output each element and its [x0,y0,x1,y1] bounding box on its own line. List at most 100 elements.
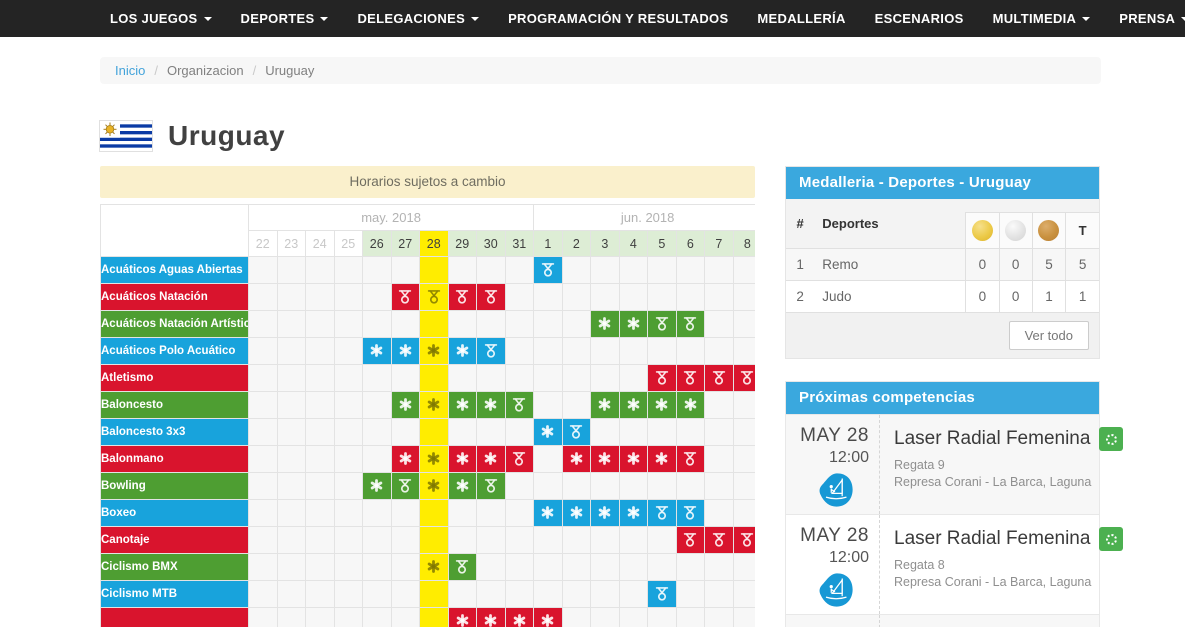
nav-item-medaller-a[interactable]: MEDALLERÍA [757,11,846,26]
event-asterisk-icon[interactable] [504,607,535,627]
medal-icon[interactable] [390,283,420,311]
medal-icon[interactable] [476,283,506,311]
event-asterisk-icon[interactable] [618,310,649,338]
sport-row-label[interactable]: Bowling [100,472,249,500]
upcoming-event-item[interactable]: Laser Radial Femenina [786,614,1099,627]
event-asterisk-icon[interactable] [362,472,392,500]
medal-icon[interactable] [704,526,734,554]
medal-icon[interactable] [647,364,677,392]
calendar-empty-cell [248,445,278,473]
event-asterisk-icon[interactable] [675,391,706,419]
event-asterisk-icon[interactable] [590,445,620,473]
event-asterisk-icon[interactable] [447,445,477,473]
medal-icon[interactable] [476,337,506,365]
event-asterisk-icon[interactable] [476,445,506,473]
upcoming-event-title[interactable]: Laser Radial Femenina [894,528,1091,549]
medal-icon[interactable] [732,364,755,392]
event-asterisk-icon[interactable] [590,391,620,419]
upcoming-event-item[interactable]: MAY 28 12:00 Laser Radial Femenina Regata 9… [786,414,1124,514]
medal-icon[interactable] [704,364,734,392]
medal-icon[interactable] [504,391,535,419]
event-asterisk-icon[interactable] [590,499,620,527]
calendar-day-header: 6 [675,230,706,257]
sport-row-label[interactable]: Acuáticos Aguas Abiertas [100,256,249,284]
event-asterisk-icon[interactable] [618,499,649,527]
event-asterisk-icon[interactable] [533,499,563,527]
medal-icon[interactable] [447,553,477,581]
nav-item-delegaciones[interactable]: DELEGACIONES [357,11,480,26]
event-asterisk-icon[interactable] [618,391,649,419]
calendar-empty-cell [590,256,620,284]
event-asterisk-icon[interactable] [419,553,449,581]
event-asterisk-icon[interactable] [561,445,592,473]
medal-icon[interactable] [504,445,535,473]
upcoming-event-title[interactable]: Laser Radial Femenina [894,428,1091,449]
calendar-empty-cell [533,364,563,392]
event-asterisk-icon[interactable] [476,607,506,627]
medal-icon[interactable] [647,310,677,338]
event-asterisk-icon[interactable] [647,391,677,419]
sport-row-label[interactable]: Acuáticos Natación [100,283,249,311]
sport-row-label[interactable]: Baloncesto [100,391,249,419]
medal-icon[interactable] [533,256,563,284]
event-asterisk-icon[interactable] [419,337,449,365]
medal-icon[interactable] [390,472,420,500]
sport-row-label[interactable]: Acuáticos Polo Acuático [100,337,249,365]
sport-row-label[interactable] [100,607,249,627]
medal-icon[interactable] [476,472,506,500]
event-asterisk-icon[interactable] [618,445,649,473]
medal-icon[interactable] [732,526,755,554]
medal-icon[interactable] [647,580,677,608]
medal-icon[interactable] [647,499,677,527]
event-asterisk-icon[interactable] [447,391,477,419]
breadcrumb-item-inicio[interactable]: Inicio [115,63,146,78]
nav-item-programaci-n-y-resultados[interactable]: PROGRAMACIÓN Y RESULTADOS [508,11,729,26]
sport-row-label[interactable]: Ciclismo BMX [100,553,249,581]
medal-panel-title: Medalleria - Deportes - Uruguay [786,167,1099,199]
event-asterisk-icon[interactable] [390,445,420,473]
medal-icon[interactable] [675,499,706,527]
event-asterisk-icon[interactable] [419,472,449,500]
calendar-empty-cell [419,607,449,627]
event-asterisk-icon[interactable] [561,499,592,527]
event-asterisk-icon[interactable] [390,391,420,419]
sport-row-label[interactable]: Balonmano [100,445,249,473]
sport-row-label[interactable]: Ciclismo MTB [100,580,249,608]
sport-row-label[interactable]: Boxeo [100,499,249,527]
nav-item-deportes[interactable]: DEPORTES [241,11,329,26]
event-asterisk-icon[interactable] [419,445,449,473]
event-asterisk-icon[interactable] [447,607,477,627]
medal-row-pos: 2 [786,279,815,312]
medal-icon[interactable] [675,526,706,554]
event-asterisk-icon[interactable] [390,337,420,365]
medal-icon[interactable] [675,445,706,473]
event-asterisk-icon[interactable] [647,445,677,473]
nav-item-escenarios[interactable]: ESCENARIOS [874,11,964,26]
sport-row-label[interactable]: Atletismo [100,364,249,392]
event-asterisk-icon[interactable] [362,337,392,365]
event-asterisk-icon[interactable] [476,391,506,419]
medal-icon[interactable] [561,418,592,446]
nav-item-multimedia[interactable]: MULTIMEDIA [993,11,1091,26]
ver-todo-button[interactable]: Ver todo [1008,321,1089,350]
calendar-empty-cell [618,256,649,284]
medal-icon[interactable] [447,283,477,311]
event-asterisk-icon[interactable] [447,472,477,500]
sailing-icon [817,471,855,514]
upcoming-event-item[interactable]: MAY 28 12:00 Laser Radial Femenina Regata 8… [786,514,1124,614]
event-asterisk-icon[interactable] [447,337,477,365]
calendar-corner-cell [100,204,249,257]
medal-icon[interactable] [419,283,449,311]
calendar-day-header: 26 [362,230,392,257]
event-asterisk-icon[interactable] [590,310,620,338]
medal-icon[interactable] [675,310,706,338]
nav-item-los-juegos[interactable]: LOS JUEGOS [110,11,212,26]
event-asterisk-icon[interactable] [419,391,449,419]
event-asterisk-icon[interactable] [533,418,563,446]
event-asterisk-icon[interactable] [533,607,563,627]
sport-row-label[interactable]: Canotaje [100,526,249,554]
sport-row-label[interactable]: Baloncesto 3x3 [100,418,249,446]
medal-icon[interactable] [675,364,706,392]
nav-item-prensa[interactable]: PRENSA [1119,11,1185,26]
sport-row-label[interactable]: Acuáticos Natación Artística [100,310,249,338]
